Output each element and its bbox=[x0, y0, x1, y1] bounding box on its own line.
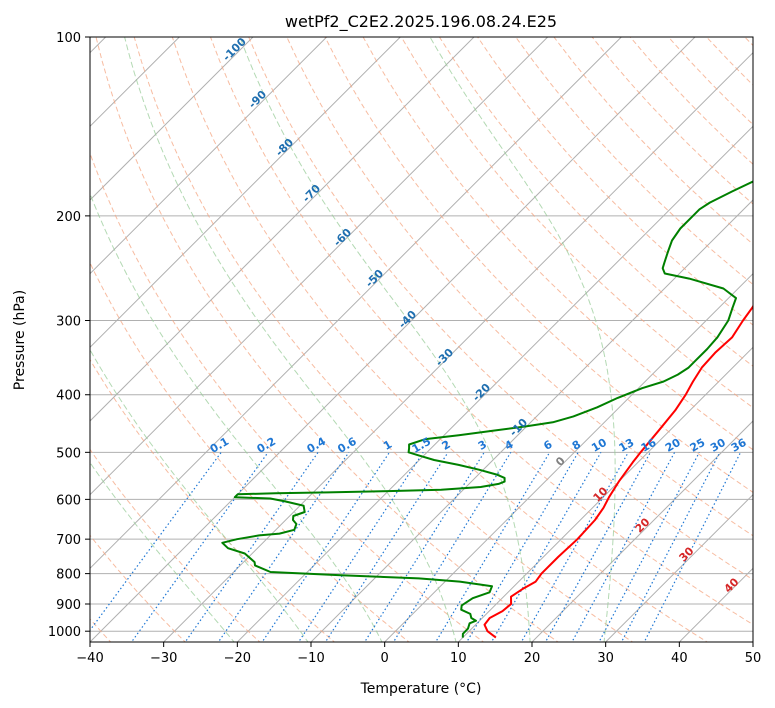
dry-adiabat bbox=[210, 37, 753, 626]
x-tick-label: −10 bbox=[297, 651, 324, 666]
x-tick-label: 10 bbox=[450, 651, 467, 666]
isotherm-line bbox=[531, 420, 753, 642]
moist-adiabat bbox=[90, 348, 309, 642]
y-tick-label: 300 bbox=[56, 315, 81, 330]
mixing-ratio-line bbox=[363, 452, 485, 642]
mixing-ratio-line bbox=[184, 451, 319, 642]
series-layer bbox=[221, 180, 753, 639]
dry-adiabat bbox=[90, 261, 410, 642]
chart-title: wetPf2_C2E2.2025.196.08.24.E25 bbox=[285, 12, 557, 32]
isotherm-line bbox=[90, 37, 696, 642]
isotherm-line bbox=[90, 37, 549, 496]
y-tick-label: 500 bbox=[56, 446, 81, 461]
mixing-ratio-line bbox=[130, 451, 269, 642]
dry-adiabat bbox=[400, 37, 753, 409]
y-tick-label: 1000 bbox=[48, 625, 81, 640]
isotherm-line bbox=[90, 37, 401, 349]
x-tick-label: 50 bbox=[745, 651, 762, 666]
mixing-ratio-line bbox=[571, 452, 676, 642]
isotherm-line bbox=[90, 37, 622, 570]
moist-adiabat bbox=[90, 192, 383, 642]
mixing-ratio-line bbox=[435, 452, 551, 642]
dry-adiabat bbox=[133, 37, 634, 642]
isotherm-line bbox=[457, 346, 753, 642]
isotherm-line bbox=[604, 493, 753, 642]
isotherm-line bbox=[90, 37, 475, 422]
axes-layer: −40 −30 −20 −10 0 10 20 30 40 50 1000 900 800 700 600 5… bbox=[48, 31, 761, 666]
plot-frame bbox=[89, 36, 754, 643]
mixing-ratio-line bbox=[217, 451, 350, 642]
dry-adiabat bbox=[171, 37, 709, 642]
y-tick-label: 200 bbox=[56, 210, 81, 225]
y-tick-label: 600 bbox=[56, 493, 81, 508]
dry-adiabat bbox=[324, 37, 753, 493]
y-axis-title: Pressure (hPa) bbox=[12, 290, 28, 390]
dry-adiabat bbox=[515, 37, 753, 286]
y-tick-label: 100 bbox=[56, 31, 81, 46]
x-tick-label: 30 bbox=[597, 651, 614, 666]
dry-adiabat bbox=[438, 37, 753, 367]
isotherm-line bbox=[90, 37, 254, 201]
mixing-ratio-line bbox=[598, 452, 700, 642]
x-axis-title: Temperature (°C) bbox=[360, 681, 482, 697]
mixing-ratio-line bbox=[520, 452, 629, 642]
dry-adiabat bbox=[248, 37, 753, 581]
dry-adiabat bbox=[90, 358, 336, 642]
mixing-ratio-line bbox=[392, 452, 512, 642]
dry-adiabat bbox=[90, 534, 186, 642]
moist-adiabat bbox=[90, 461, 235, 642]
isotherm-line bbox=[236, 125, 753, 642]
isotherm-line bbox=[383, 272, 753, 642]
mixing-ratio-line bbox=[466, 452, 579, 642]
y-tick-label: 800 bbox=[56, 568, 81, 583]
dry-adiabat bbox=[90, 448, 261, 642]
x-tick-label: −20 bbox=[224, 651, 251, 666]
x-tick-label: 0 bbox=[381, 651, 389, 666]
y-tick-label: 700 bbox=[56, 533, 81, 548]
background-lines bbox=[90, 37, 753, 642]
temperature-line bbox=[483, 304, 753, 639]
x-tick-label: 40 bbox=[671, 651, 688, 666]
moist-adiabat bbox=[124, 37, 457, 642]
mixing-ratio-line bbox=[490, 452, 602, 642]
moist-adiabat bbox=[239, 37, 531, 642]
dry-adiabat bbox=[90, 151, 485, 642]
mixing-ratio-line bbox=[544, 452, 651, 642]
x-tick-label: −30 bbox=[150, 651, 177, 666]
y-tick-label: 400 bbox=[56, 389, 81, 404]
isotherm-line bbox=[90, 37, 328, 275]
x-tick-label: −40 bbox=[76, 651, 103, 666]
dry-adiabat bbox=[95, 37, 559, 642]
dewpoint-line bbox=[221, 180, 753, 638]
mixing-ratio-line bbox=[261, 451, 390, 642]
y-tick-label: 900 bbox=[56, 598, 81, 613]
x-tick-label: 20 bbox=[524, 651, 541, 666]
isotherm-line bbox=[162, 51, 753, 642]
